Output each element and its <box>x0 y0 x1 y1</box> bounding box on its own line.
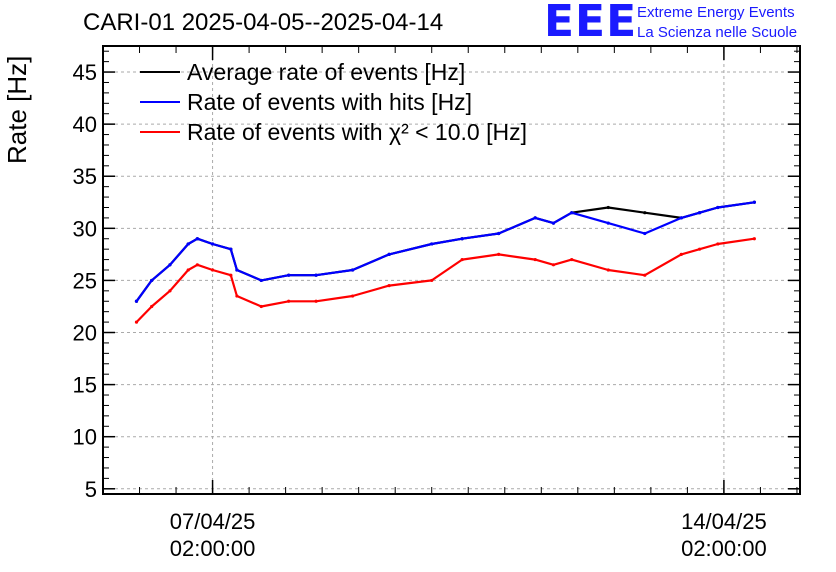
chart-title: CARI-01 2025-04-05--2025-04-14 <box>83 9 444 36</box>
data-point <box>752 237 756 241</box>
data-point <box>606 268 610 272</box>
data-point <box>679 252 683 256</box>
data-point <box>387 252 391 256</box>
data-point <box>387 284 391 288</box>
data-point <box>350 268 355 272</box>
data-point <box>606 205 610 210</box>
data-point <box>287 273 291 277</box>
legend-label: Average rate of events [Hz] <box>187 59 465 85</box>
org-line-2: La Scienza nelle Scuole <box>637 24 798 41</box>
data-point <box>168 263 172 267</box>
data-point <box>350 294 355 298</box>
data-point <box>235 268 239 272</box>
x-tick-label-date: 14/04/25 <box>681 509 767 534</box>
data-point <box>643 273 647 277</box>
data-point <box>716 242 720 246</box>
data-point <box>460 257 464 262</box>
data-point <box>606 221 610 225</box>
organization-name: Extreme Energy Events La Scienza nelle S… <box>637 3 797 43</box>
data-point <box>195 237 199 241</box>
legend-label: Rate of events with χ² < 10.0 [Hz] <box>187 119 527 145</box>
data-point <box>259 304 263 309</box>
y-tick-label: 15 <box>73 373 97 398</box>
y-tick-label: 20 <box>73 321 97 346</box>
y-tick-label: 10 <box>73 425 97 450</box>
data-point <box>697 247 702 251</box>
data-point <box>497 231 501 236</box>
data-point <box>643 211 647 215</box>
data-point <box>430 278 434 283</box>
data-point <box>533 216 537 220</box>
series-line-1 <box>135 201 755 302</box>
data-point <box>134 320 139 324</box>
data-point <box>259 278 263 283</box>
x-tick-label-time: 02:00:00 <box>681 536 767 561</box>
y-tick-label: 40 <box>73 112 97 137</box>
data-point <box>229 273 233 277</box>
data-point <box>287 299 291 303</box>
series-layer <box>134 200 756 324</box>
data-point <box>314 273 318 277</box>
data-point <box>497 252 501 256</box>
data-point <box>643 231 647 236</box>
data-point <box>195 263 199 267</box>
data-point <box>460 237 464 241</box>
y-tick-label: 45 <box>73 60 97 85</box>
data-point <box>229 247 233 251</box>
org-line-1: Extreme Energy Events <box>637 4 795 21</box>
eee-logo: EEE <box>544 0 638 47</box>
data-point <box>314 299 318 303</box>
data-point <box>570 211 574 215</box>
y-tick-label: 5 <box>85 477 97 502</box>
y-tick-label: 30 <box>73 216 97 241</box>
x-tick-label-date: 07/04/25 <box>170 509 256 534</box>
data-point <box>210 268 215 272</box>
data-point <box>551 263 556 267</box>
legend-label: Rate of events with hits [Hz] <box>187 89 472 115</box>
data-point <box>430 242 434 246</box>
y-tick-label: 35 <box>73 164 97 189</box>
data-point <box>134 299 139 303</box>
data-point <box>570 257 574 262</box>
y-axis: 5 10 15 20 25 30 35 40 45 <box>73 50 800 502</box>
grid-lines <box>103 46 800 494</box>
data-point <box>533 257 537 262</box>
data-point <box>168 289 172 293</box>
data-point <box>752 200 756 204</box>
data-point <box>716 205 720 210</box>
data-point <box>697 211 702 215</box>
data-point <box>150 304 154 309</box>
data-point <box>679 216 683 220</box>
y-tick-label: 25 <box>73 268 97 293</box>
legend: Average rate of events [Hz] Rate of event… <box>140 59 527 145</box>
data-point <box>551 221 556 225</box>
data-point <box>235 294 239 298</box>
data-point <box>210 242 215 246</box>
data-point <box>150 278 154 283</box>
data-point <box>186 242 190 246</box>
x-tick-label-time: 02:00:00 <box>170 536 256 561</box>
series-line-2 <box>135 201 755 302</box>
data-point <box>186 268 190 272</box>
